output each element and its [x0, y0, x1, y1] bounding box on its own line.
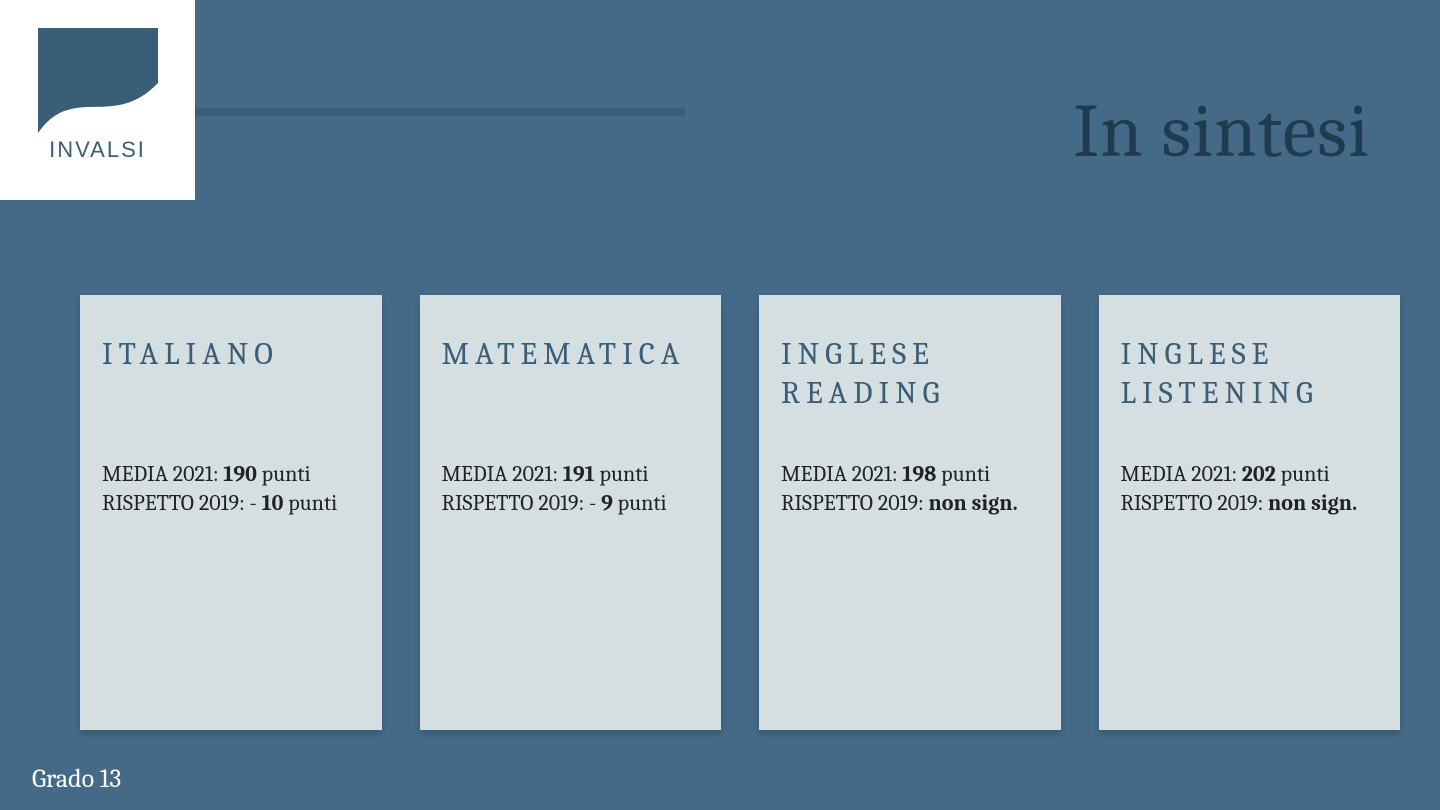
rispetto-prefix: RISPETTO 2019: [1121, 490, 1269, 516]
card-body: MEDIA 2021: 202 punti RISPETTO 2019: non… [1121, 460, 1379, 517]
invalsi-logo-icon [38, 28, 158, 133]
media-line: MEDIA 2021: 202 punti [1121, 460, 1379, 489]
footer-text: Grado 13 [32, 764, 121, 794]
logo-text: INVALSI [49, 137, 146, 163]
rispetto-line: RISPETTO 2019: non sign. [781, 489, 1039, 518]
media-prefix: MEDIA 2021: [1121, 461, 1242, 487]
card-body: MEDIA 2021: 191 punti RISPETTO 2019: - 9… [442, 460, 700, 517]
page-title: In sintesi [1073, 88, 1370, 175]
card-title: MATEMATICA [442, 335, 700, 430]
rispetto-prefix: RISPETTO 2019: - [442, 490, 602, 516]
media-prefix: MEDIA 2021: [102, 461, 223, 487]
card-title: INGLESE LISTENING [1121, 335, 1379, 430]
rispetto-prefix: RISPETTO 2019: - [102, 490, 262, 516]
rispetto-value: 9 [601, 490, 613, 516]
media-suffix: punti [595, 461, 649, 487]
card-inglese-reading: INGLESE READING MEDIA 2021: 198 punti RI… [759, 295, 1061, 730]
logo-box: INVALSI [0, 0, 195, 200]
rispetto-suffix: punti [613, 490, 667, 516]
media-suffix: punti [1276, 461, 1330, 487]
rispetto-value: non sign. [929, 490, 1018, 516]
card-body: MEDIA 2021: 190 punti RISPETTO 2019: - 1… [102, 460, 360, 517]
media-value: 191 [563, 461, 595, 487]
rispetto-line: RISPETTO 2019: non sign. [1121, 489, 1379, 518]
rispetto-suffix: punti [283, 490, 337, 516]
card-title: ITALIANO [102, 335, 360, 430]
media-prefix: MEDIA 2021: [442, 461, 563, 487]
card-inglese-listening: INGLESE LISTENING MEDIA 2021: 202 punti … [1099, 295, 1401, 730]
media-value: 198 [902, 461, 936, 487]
media-value: 202 [1242, 461, 1276, 487]
card-matematica: MATEMATICA MEDIA 2021: 191 punti RISPETT… [420, 295, 722, 730]
cards-row: ITALIANO MEDIA 2021: 190 punti RISPETTO … [80, 295, 1400, 730]
rispetto-line: RISPETTO 2019: - 9 punti [442, 489, 700, 518]
media-suffix: punti [936, 461, 990, 487]
card-title: INGLESE READING [781, 335, 1039, 430]
slide: INVALSI In sintesi ITALIANO MEDIA 2021: … [0, 0, 1440, 810]
media-line: MEDIA 2021: 198 punti [781, 460, 1039, 489]
media-line: MEDIA 2021: 190 punti [102, 460, 360, 489]
rispetto-value: non sign. [1268, 490, 1357, 516]
media-line: MEDIA 2021: 191 punti [442, 460, 700, 489]
media-suffix: punti [257, 461, 311, 487]
card-italiano: ITALIANO MEDIA 2021: 190 punti RISPETTO … [80, 295, 382, 730]
card-body: MEDIA 2021: 198 punti RISPETTO 2019: non… [781, 460, 1039, 517]
header-divider [195, 108, 685, 116]
rispetto-value: 10 [262, 490, 284, 516]
rispetto-prefix: RISPETTO 2019: [781, 490, 929, 516]
media-prefix: MEDIA 2021: [781, 461, 902, 487]
rispetto-line: RISPETTO 2019: - 10 punti [102, 489, 360, 518]
media-value: 190 [223, 461, 257, 487]
